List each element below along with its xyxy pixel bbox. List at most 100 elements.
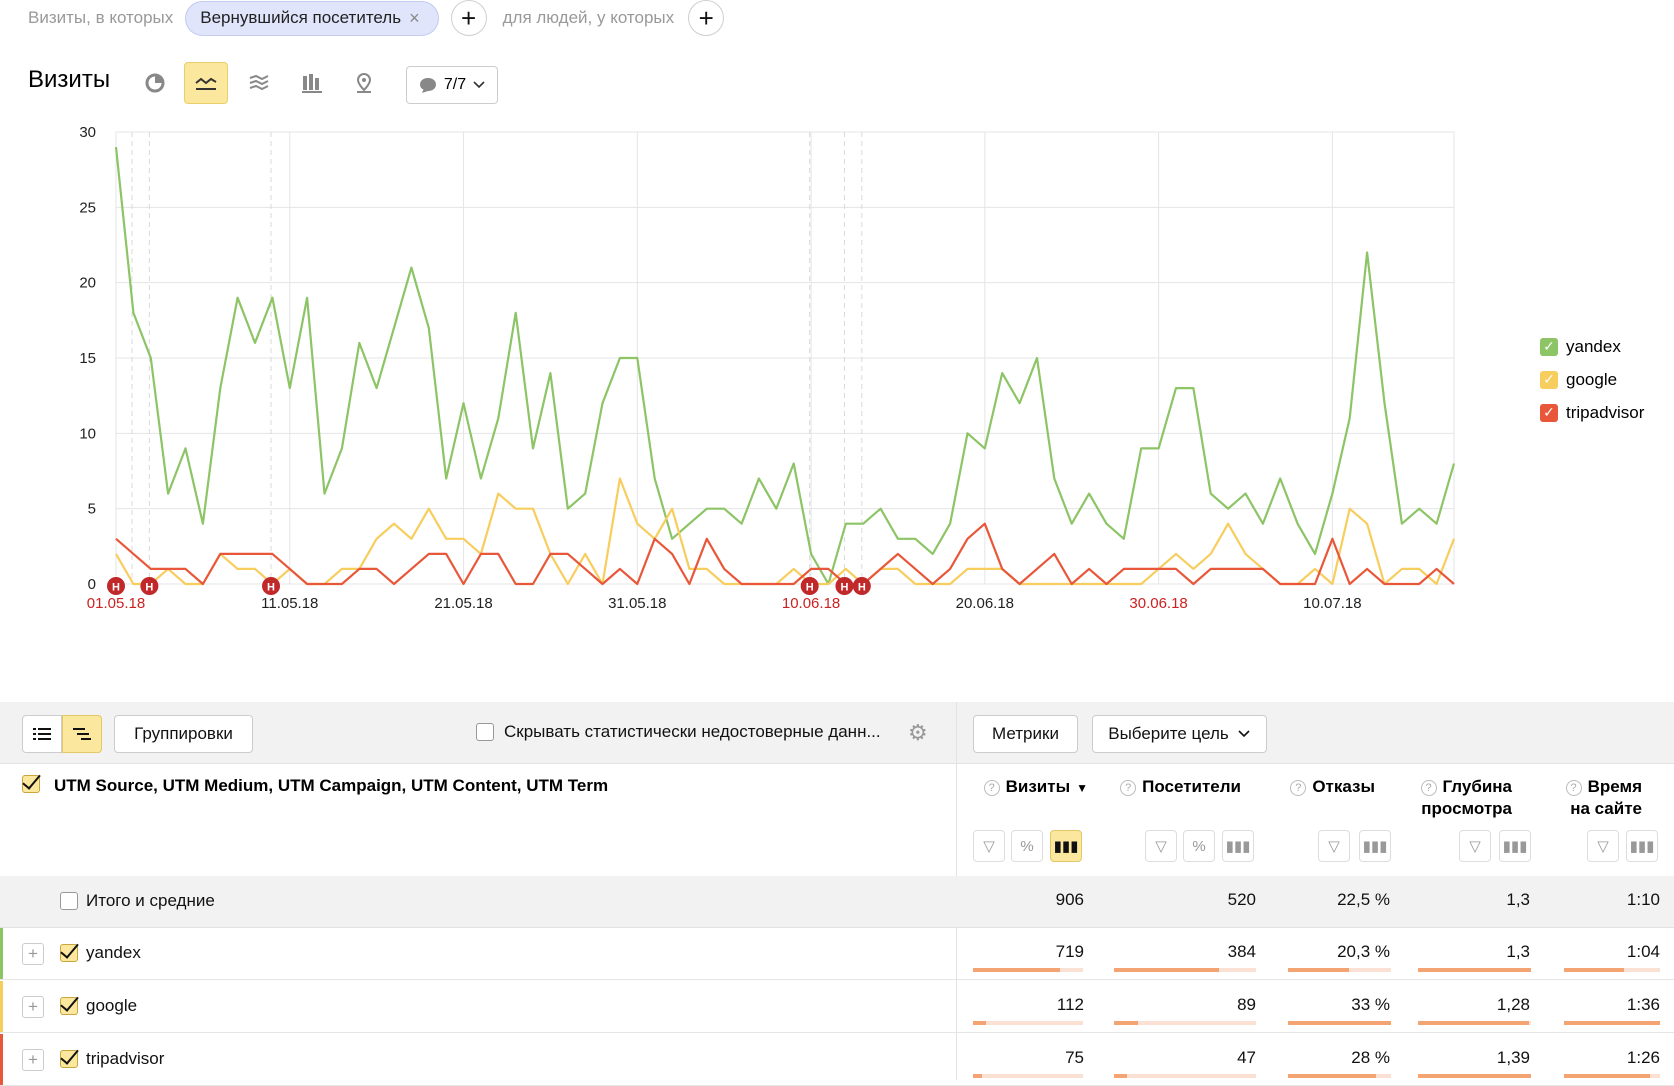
percent-button[interactable]: % [1011,830,1043,862]
goal-select[interactable]: Выберите цель [1092,715,1267,753]
totals-label: Итого и средние [86,891,215,910]
segment-filter-row: Визиты, в которых Вернувшийся посетитель… [28,0,725,36]
expand-row-button[interactable]: + [22,1049,44,1071]
close-icon[interactable]: × [409,7,420,28]
row-label: tripadvisor [86,1049,165,1068]
y-tick-label: 5 [88,501,96,518]
value-bar [1288,1021,1391,1025]
cell-visitors: 89 [1237,995,1256,1014]
bars-icon: ▮▮▮ [1362,838,1388,855]
cell-bounce-rate: 20,3 % [1337,942,1390,961]
cell-time: 1:26 [1626,1048,1660,1067]
expand-row-button[interactable]: + [22,996,44,1018]
bar-toggle-button[interactable]: ▮▮▮ [1222,830,1254,862]
table-row[interactable]: + yandex 719 384 20,3 % 1,3 1:04 [0,928,1674,980]
bar-chart-button[interactable] [290,62,334,104]
chevron-down-icon [1238,730,1250,738]
column-header-visits[interactable]: ? Визиты ▼ [983,776,1088,799]
groupings-button[interactable]: Группировки [114,715,253,753]
x-tick-label: 01.05.18 [87,595,145,612]
table-row[interactable]: + tripadvisor 75 47 28 % 1,39 1:26 [0,1034,1674,1086]
pie-chart-icon [145,73,165,93]
legend-label: yandex [1566,336,1621,356]
legend-label: tripadvisor [1566,402,1645,422]
percent-button[interactable]: % [1183,830,1215,862]
column-header-depth[interactable]: ? Глубина просмотра [1420,776,1512,820]
legend-item-google[interactable]: ✓ google [1540,363,1644,396]
x-tick-label: 10.06.18 [782,595,840,612]
filter-button[interactable]: ▽ [1145,830,1177,862]
help-icon[interactable]: ? [1290,780,1307,796]
area-chart-button[interactable] [237,62,281,104]
series-line-tripadvisor [115,522,1455,586]
filter-button[interactable]: ▽ [1318,830,1350,862]
pie-chart-button[interactable] [133,62,177,104]
note-marker [835,577,854,595]
help-icon[interactable]: ? [983,780,1000,796]
bars-icon: ▮▮▮ [1629,838,1655,855]
tree-view-button[interactable] [62,715,102,753]
cell-depth: 1,3 [1506,942,1530,961]
metrics-button[interactable]: Метрики [973,715,1078,753]
table-row[interactable]: + google 112 89 33 % 1,28 1:36 [0,981,1674,1033]
legend-item-yandex[interactable]: ✓ yandex [1540,330,1644,363]
help-icon[interactable]: ? [1420,780,1437,796]
map-button[interactable] [342,62,386,104]
totals-checkbox[interactable] [60,892,78,910]
bar-toggle-button[interactable]: ▮▮▮ [1050,830,1082,862]
checkbox-checked-icon[interactable]: ✓ [1540,337,1558,356]
row-label: google [86,996,138,1015]
filter-button[interactable]: ▽ [1587,830,1619,862]
cell-bounce-rate: 33 % [1351,995,1390,1014]
select-all-checkbox[interactable] [22,775,40,793]
cell-visitors: 384 [1227,942,1256,961]
column-header-time[interactable]: ? Время на сайте [1565,776,1642,820]
flat-list-view-button[interactable] [22,715,62,753]
help-icon[interactable]: ? [1565,780,1582,796]
bar-toggle-button[interactable]: ▮▮▮ [1359,830,1391,862]
note-marker-label: Н [806,582,814,594]
visits-line-chart: 0 5 10 15 20 25 30 01.05.18 11.05.18 21.05.18 31.0… [79,124,1456,612]
gear-icon[interactable]: ⚙ [908,720,928,745]
chart-legend: ✓ yandex ✓ google ✓ tripadvisor [1540,330,1644,429]
checkbox-icon[interactable] [476,723,494,741]
y-tick-label: 0 [88,576,96,593]
filter-button[interactable]: ▽ [1459,830,1491,862]
table-toolbar: Группировки Скрывать статистически недос… [0,702,1674,764]
sort-desc-icon[interactable]: ▼ [1076,781,1088,795]
row-color-stripe [0,928,3,979]
x-tick-label: 20.06.18 [956,595,1014,612]
funnel-icon: ▽ [1597,838,1609,855]
row-color-stripe [0,981,3,1032]
legend-item-tripadvisor[interactable]: ✓ tripadvisor [1540,396,1644,429]
cell-time: 1:36 [1626,995,1660,1014]
line-chart-button[interactable] [184,62,228,104]
filter-button[interactable]: ▽ [973,830,1005,862]
hide-unreliable-data-toggle[interactable]: Скрывать статистически недостоверные дан… [476,722,881,742]
y-tick-label: 10 [79,425,96,442]
checkbox-checked-icon[interactable]: ✓ [1540,370,1558,389]
bar-toggle-button[interactable]: ▮▮▮ [1626,830,1658,862]
add-user-condition-button[interactable]: + [688,0,725,36]
value-bar [1114,1021,1256,1025]
row-checkbox[interactable] [60,944,78,962]
chevron-down-icon [473,81,485,89]
column-header-visitors[interactable]: ? Посетители [1120,776,1241,798]
row-checkbox[interactable] [60,1050,78,1068]
filter-chip-returning-visitor[interactable]: Вернувшийся посетитель × [185,0,439,36]
notes-dropdown-button[interactable]: 7/7 [406,66,498,104]
add-visit-condition-button[interactable]: + [450,0,487,36]
value-bar [1418,1074,1531,1078]
note-marker-label: Н [267,582,275,594]
bar-toggle-button[interactable]: ▮▮▮ [1499,830,1531,862]
expand-row-button[interactable]: + [22,943,44,965]
column-header-bounces[interactable]: ? Отказы [1290,776,1375,798]
help-icon[interactable]: ? [1120,780,1137,796]
value-bar [1418,968,1531,972]
view-mode-switch [22,715,102,753]
checkbox-checked-icon[interactable]: ✓ [1540,403,1558,422]
bars-icon: ▮▮▮ [1502,838,1528,855]
note-marker-label: Н [112,582,120,594]
row-checkbox[interactable] [60,997,78,1015]
series-line-yandex [114,146,1456,586]
